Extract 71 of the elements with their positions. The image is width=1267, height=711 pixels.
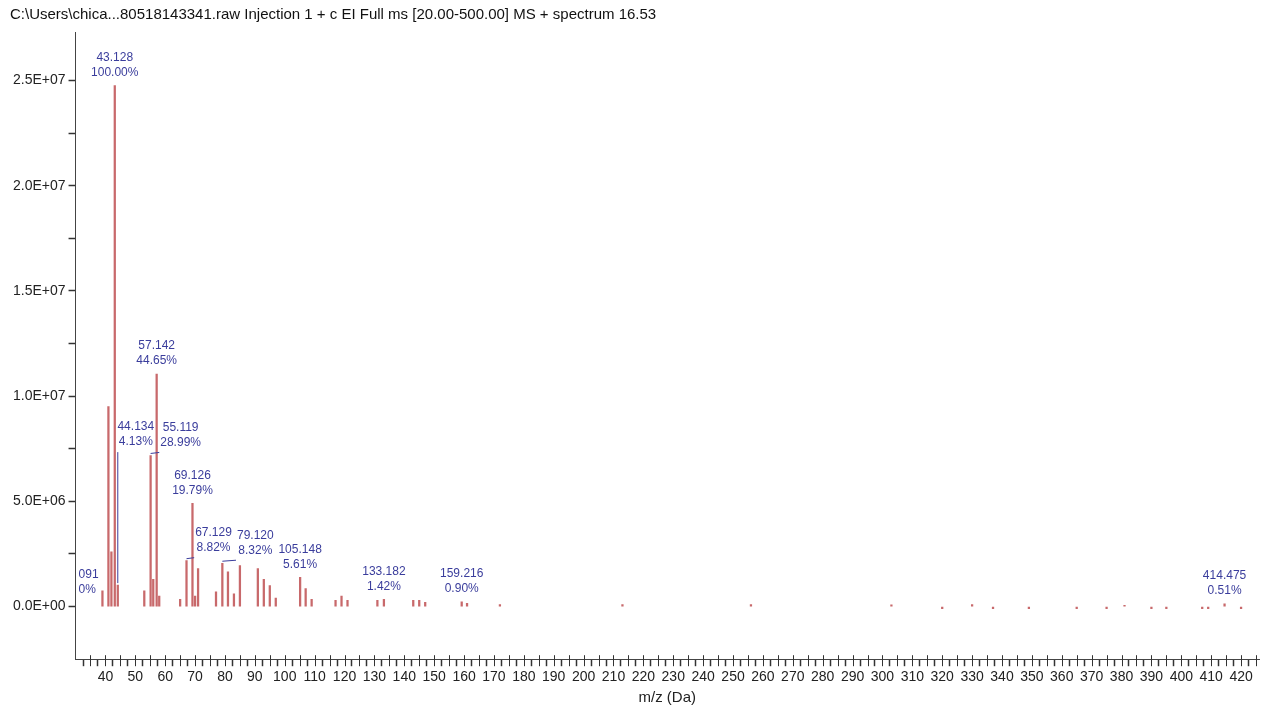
x-tick-label: 230 <box>661 668 686 685</box>
x-tick-label: 40 <box>97 668 114 685</box>
x-tick-label: 350 <box>1020 668 1044 685</box>
x-tick-label: 50 <box>127 668 144 685</box>
annotation: 57.142 44.65% <box>136 338 178 368</box>
x-tick-label: 310 <box>900 668 925 685</box>
bar <box>149 455 152 607</box>
x-tick-label: 260 <box>751 668 775 685</box>
annotation: 414.475 0.51% <box>1202 568 1247 598</box>
y-tick-label: 2.5E+07 <box>12 71 66 88</box>
annotation: 44.134 4.13% <box>117 419 155 449</box>
x-tick-label: 240 <box>691 668 716 685</box>
bar <box>1150 606 1153 610</box>
x-tick-label: 80 <box>217 668 233 685</box>
x-tick-label: 150 <box>422 668 447 685</box>
annotation: 67.129 8.82% <box>195 525 233 555</box>
bar <box>1105 606 1108 610</box>
x-tick-label: 320 <box>930 668 955 685</box>
x-tick-label: 130 <box>362 668 387 685</box>
x-tick-label: 270 <box>781 668 805 685</box>
x-tick-label: 250 <box>721 668 745 685</box>
annotation: 69.126 19.79% <box>172 467 214 497</box>
x-tick-label: 340 <box>990 668 1014 685</box>
bar <box>376 599 379 607</box>
annotation: 55.119 28.99% <box>160 419 202 449</box>
y-tick-label: 1.5E+07 <box>12 281 66 298</box>
bar <box>346 599 349 607</box>
x-tick-label: 120 <box>332 668 357 685</box>
y-tick-label: 1.0E+07 <box>12 386 66 403</box>
x-tick-label: 70 <box>187 668 204 685</box>
x-tick-label: 400 <box>1169 668 1194 685</box>
bar <box>621 604 624 607</box>
x-tick-label: 390 <box>1139 668 1164 685</box>
x-tick-label: 420 <box>1229 668 1253 685</box>
x-tick-label: 300 <box>870 668 895 685</box>
x-tick-label: 220 <box>631 668 656 685</box>
bar <box>107 406 110 607</box>
annotation: 133.182 1.42% <box>362 563 406 593</box>
annotation: 091 0% <box>78 566 99 596</box>
x-tick-label: 410 <box>1199 668 1224 685</box>
annotation: 79.120 8.32% <box>236 527 275 557</box>
x-tick-label: 190 <box>542 668 566 685</box>
bar <box>191 503 194 607</box>
x-tick-label: 210 <box>601 668 626 685</box>
x-tick-label: 370 <box>1079 668 1104 685</box>
x-tick-label: 290 <box>840 668 865 685</box>
x-tick-label: 60 <box>157 668 174 685</box>
x-tick-label: 90 <box>247 668 263 685</box>
y-tick-label: 5.0E+06 <box>12 492 66 509</box>
x-tick-label: 330 <box>960 668 984 685</box>
annotation: 159.216 0.90% <box>440 566 484 596</box>
x-tick-label: 280 <box>811 668 835 685</box>
bar <box>340 595 343 607</box>
y-tick-label: 2.0E+07 <box>12 176 66 193</box>
x-tick-label: 180 <box>512 668 536 685</box>
bar <box>185 560 188 607</box>
x-tick-label: 200 <box>571 668 596 685</box>
x-tick-label: 170 <box>482 668 506 685</box>
bar <box>101 590 104 607</box>
bar <box>334 599 337 607</box>
y-tick-label: 0.0E+00 <box>12 597 66 614</box>
annotation: 105.148 5.61% <box>278 541 323 571</box>
x-axis-title: m/z (Da) <box>638 688 697 706</box>
annotation: 43.128 100.00% <box>91 49 139 79</box>
chart-title: C:\Users\chica...80518143341.raw Injection 1 + c EI Full ms [20.00-500.00] MS + spectrum 16.53 <box>10 5 657 23</box>
x-tick-label: 360 <box>1050 668 1074 685</box>
x-tick-label: 160 <box>452 668 476 685</box>
x-tick-label: 380 <box>1109 668 1134 685</box>
x-tick-label: 100 <box>273 668 297 685</box>
x-tick-label: 110 <box>303 668 326 685</box>
x-tick-label: 140 <box>392 668 417 685</box>
